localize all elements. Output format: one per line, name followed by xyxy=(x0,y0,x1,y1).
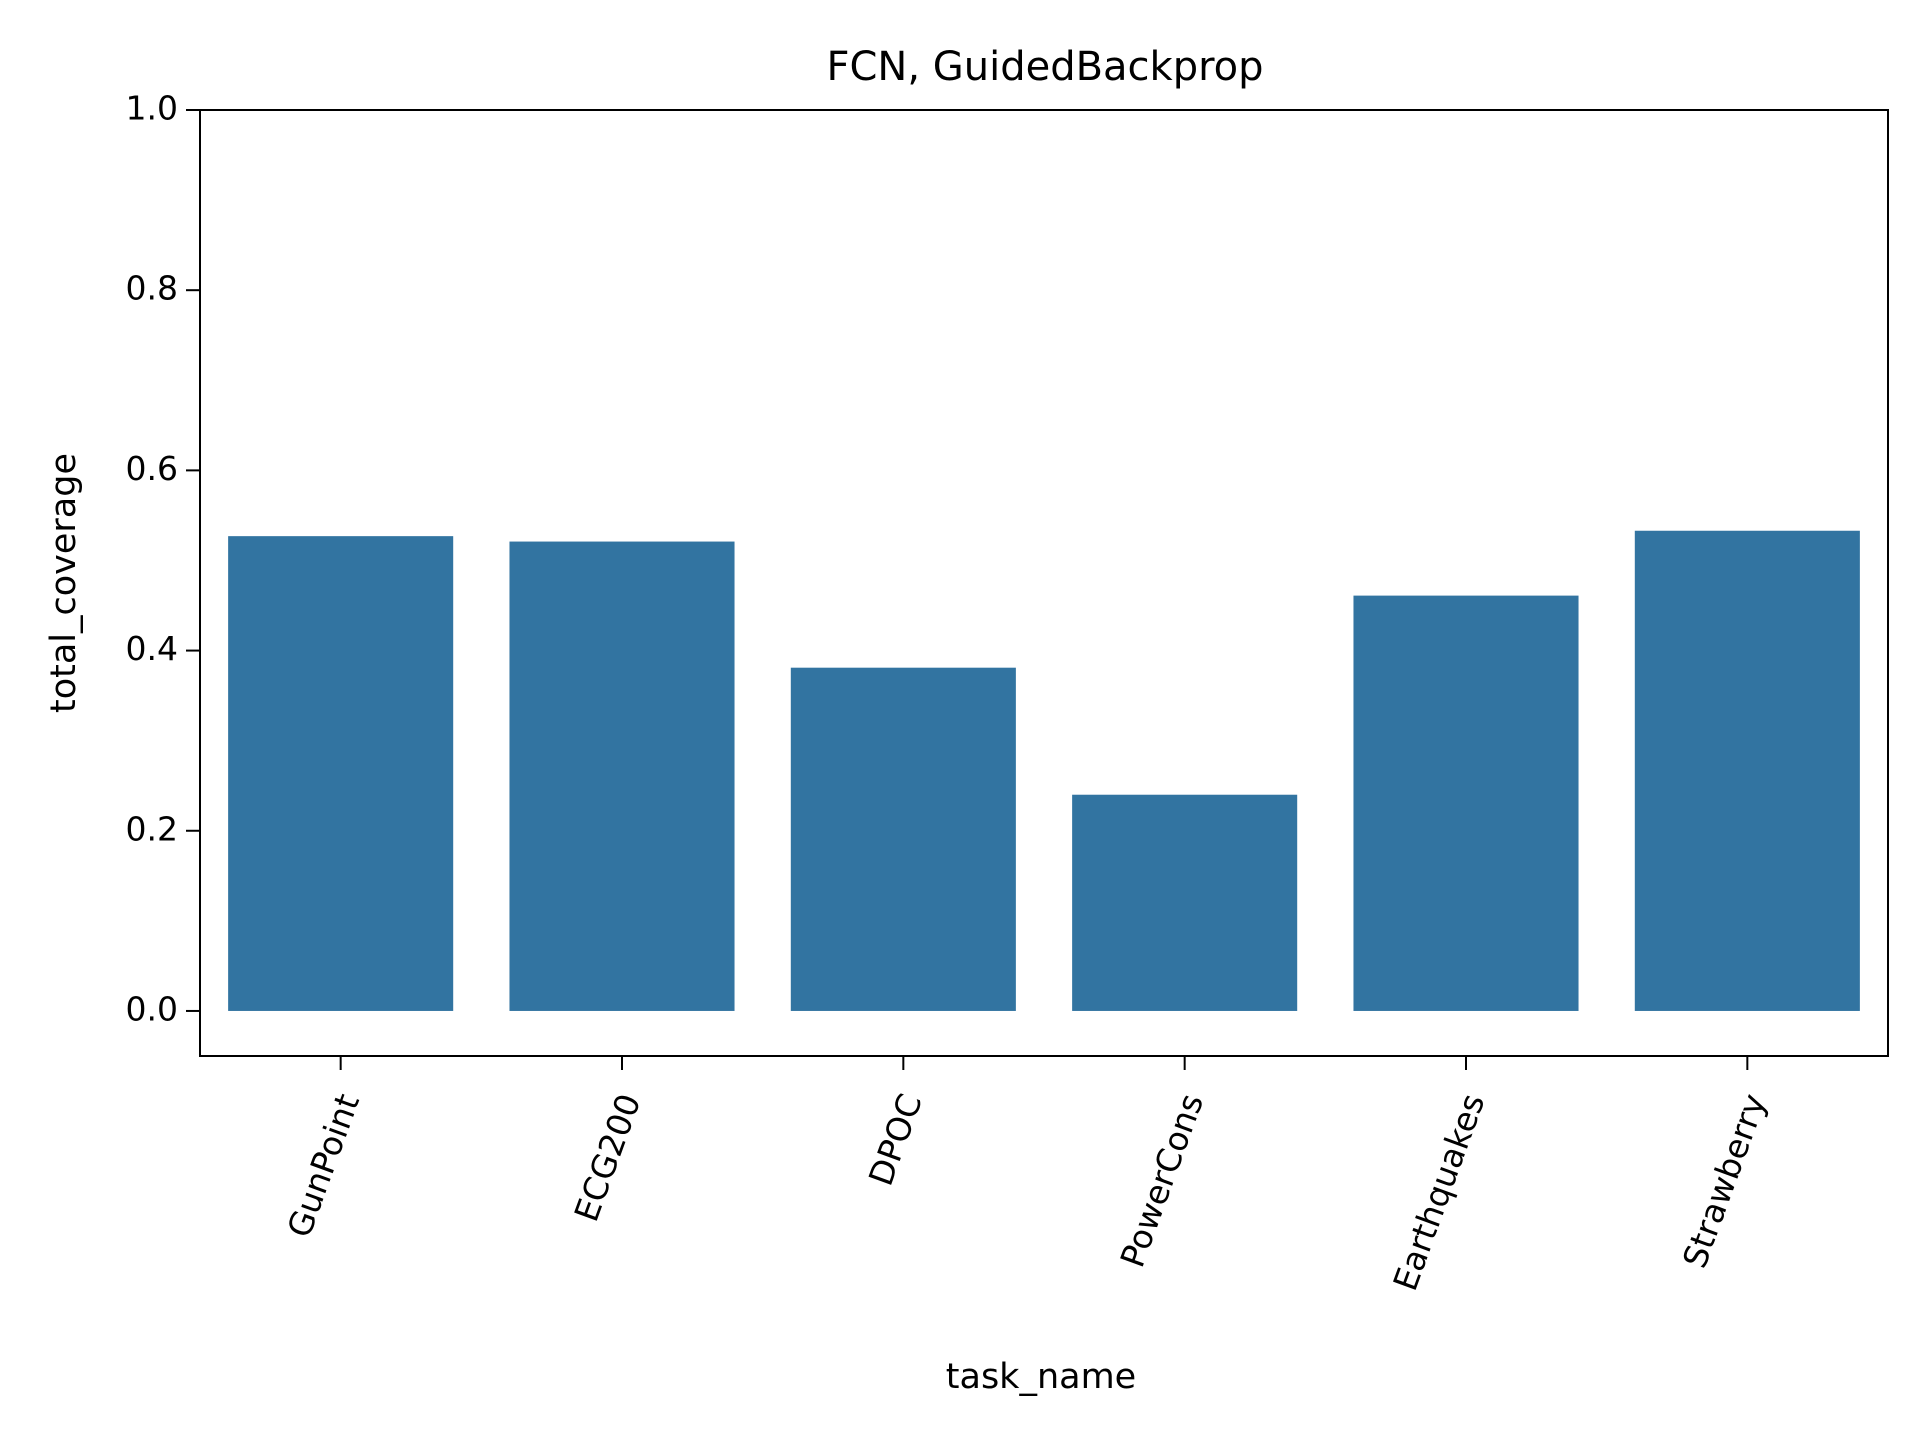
bars-group xyxy=(228,530,1860,1011)
y-axis: 0.0 0.2 0.4 0.6 0.8 1.0 xyxy=(126,89,200,1028)
x-axis-label: task_name xyxy=(946,1357,1136,1397)
y-tick-label: 1.0 xyxy=(126,89,178,128)
y-tick-label: 0.6 xyxy=(126,449,178,488)
x-tick-label: ECG200 xyxy=(566,1089,648,1227)
y-tick-label: 0.4 xyxy=(126,629,178,668)
x-tick-label: Strawberry xyxy=(1675,1089,1774,1273)
bar-dpoc xyxy=(790,667,1016,1011)
bar-earthquakes xyxy=(1353,595,1579,1011)
x-axis: GunPoint ECG200 DPOC PowerCons Earthquakes St… xyxy=(279,1056,1774,1296)
x-tick-label: Earthquakes xyxy=(1385,1089,1492,1296)
x-tick-label: PowerCons xyxy=(1113,1089,1212,1273)
y-axis-label: total_coverage xyxy=(44,453,84,713)
bar-strawberry xyxy=(1634,530,1860,1011)
y-tick-label: 0.8 xyxy=(126,269,178,308)
y-tick-label: 0.2 xyxy=(126,809,178,848)
x-tick-label: DPOC xyxy=(861,1089,930,1191)
y-tick-label: 0.0 xyxy=(126,989,178,1028)
chart-title: FCN, GuidedBackprop xyxy=(826,44,1263,90)
bar-ecg200 xyxy=(509,541,735,1011)
bar-gunpoint xyxy=(228,536,454,1011)
x-tick-label: GunPoint xyxy=(279,1089,367,1243)
plot-frame xyxy=(199,109,1889,1057)
bar-powercons xyxy=(1072,794,1298,1011)
